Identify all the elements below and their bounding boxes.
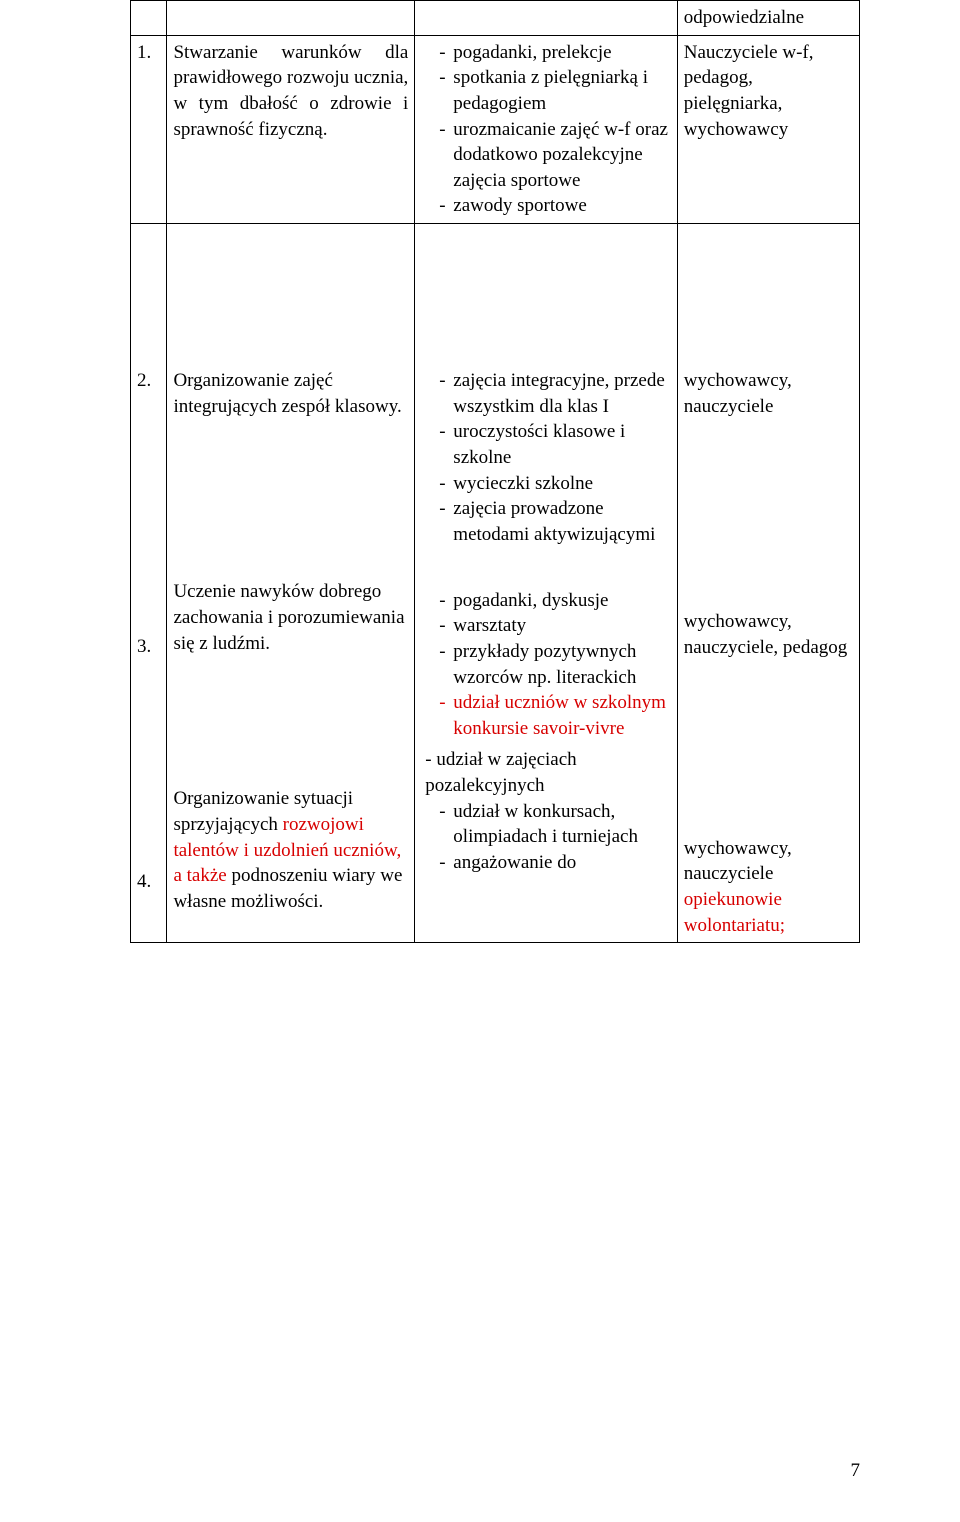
row-methods: zajęcia integracyjne, przede wszystkim d… <box>421 368 670 547</box>
row-description: Stwarzanie warunków dla prawidłowego roz… <box>167 35 415 223</box>
methods-list: udział w konkursach, olimpiadach i turni… <box>421 799 670 876</box>
methods-list: pogadanki, prelekcje spotkania z pielęgn… <box>421 40 670 219</box>
row-description: Uczenie nawyków dobrego zachowania i por… <box>173 579 408 656</box>
row-responsible: Nauczyciele w-f, pedagog, pielęgniarka, … <box>677 35 859 223</box>
header-cell-responsible: odpowiedzialne <box>677 1 859 36</box>
list-item: zajęcia integracyjne, przede wszystkim d… <box>439 368 670 419</box>
methods-list: zajęcia integracyjne, przede wszystkim d… <box>421 368 670 547</box>
row-methods: pogadanki, prelekcje spotkania z pielęgn… <box>415 35 677 223</box>
text-red: opiekunowie wolontariatu; <box>684 889 785 936</box>
row-responsible: wychowawcy, nauczyciele, pedagog <box>684 609 853 660</box>
row-responsible: wychowawcy, nauczyciele opiekunowie wolo… <box>684 836 853 939</box>
page-number: 7 <box>851 1460 861 1482</box>
text-plain: wychowawcy, nauczyciele <box>684 838 792 885</box>
row-methods: pogadanki, dyskusje warsztaty przykłady … <box>421 588 670 876</box>
row-number: 1. <box>131 35 167 223</box>
list-item: spotkania z pielęgniarką i pedagogiem <box>439 65 670 116</box>
header-row: odpowiedzialne <box>131 1 860 36</box>
document-table: odpowiedzialne 1. Stwarzanie warunków dl… <box>130 0 860 943</box>
list-item: - udział w zajęciach pozalekcyjnych <box>421 747 670 798</box>
row-number: 3. <box>137 634 160 660</box>
header-cell-empty-3 <box>415 1 677 36</box>
list-item: zawody sportowe <box>439 193 670 219</box>
list-item: przykłady pozytywnych wzorców np. litera… <box>439 639 670 690</box>
list-item: urozmaicanie zajęć w-f oraz dodatkowo po… <box>439 117 670 194</box>
row-number: 4. <box>137 869 160 895</box>
row-responsible: wychowawcy, nauczyciele <box>684 368 853 419</box>
list-item: udział w konkursach, olimpiadach i turni… <box>439 799 670 850</box>
list-item: pogadanki, dyskusje <box>439 588 670 614</box>
row-number: 2. <box>137 368 160 394</box>
list-item: zajęcia prowadzone metodami aktywizujący… <box>439 496 670 547</box>
list-item: pogadanki, prelekcje <box>439 40 670 66</box>
list-item-red: udział uczniów w szkolnym konkursie savo… <box>439 690 670 741</box>
row-description: Organizowanie sytuacji sprzyjających roz… <box>173 786 408 914</box>
list-item: warsztaty <box>439 613 670 639</box>
list-item: wycieczki szkolne <box>439 471 670 497</box>
row-description: Organizowanie zajęć integrujących zespół… <box>173 368 408 419</box>
header-cell-empty-2 <box>167 1 415 36</box>
list-item: uroczystości klasowe i szkolne <box>439 419 670 470</box>
methods-list: pogadanki, dyskusje warsztaty przykłady … <box>421 588 670 742</box>
header-cell-empty-1 <box>131 1 167 36</box>
table-row: 1. Stwarzanie warunków dla prawidłowego … <box>131 35 860 223</box>
list-item: angażowanie do <box>439 850 670 876</box>
